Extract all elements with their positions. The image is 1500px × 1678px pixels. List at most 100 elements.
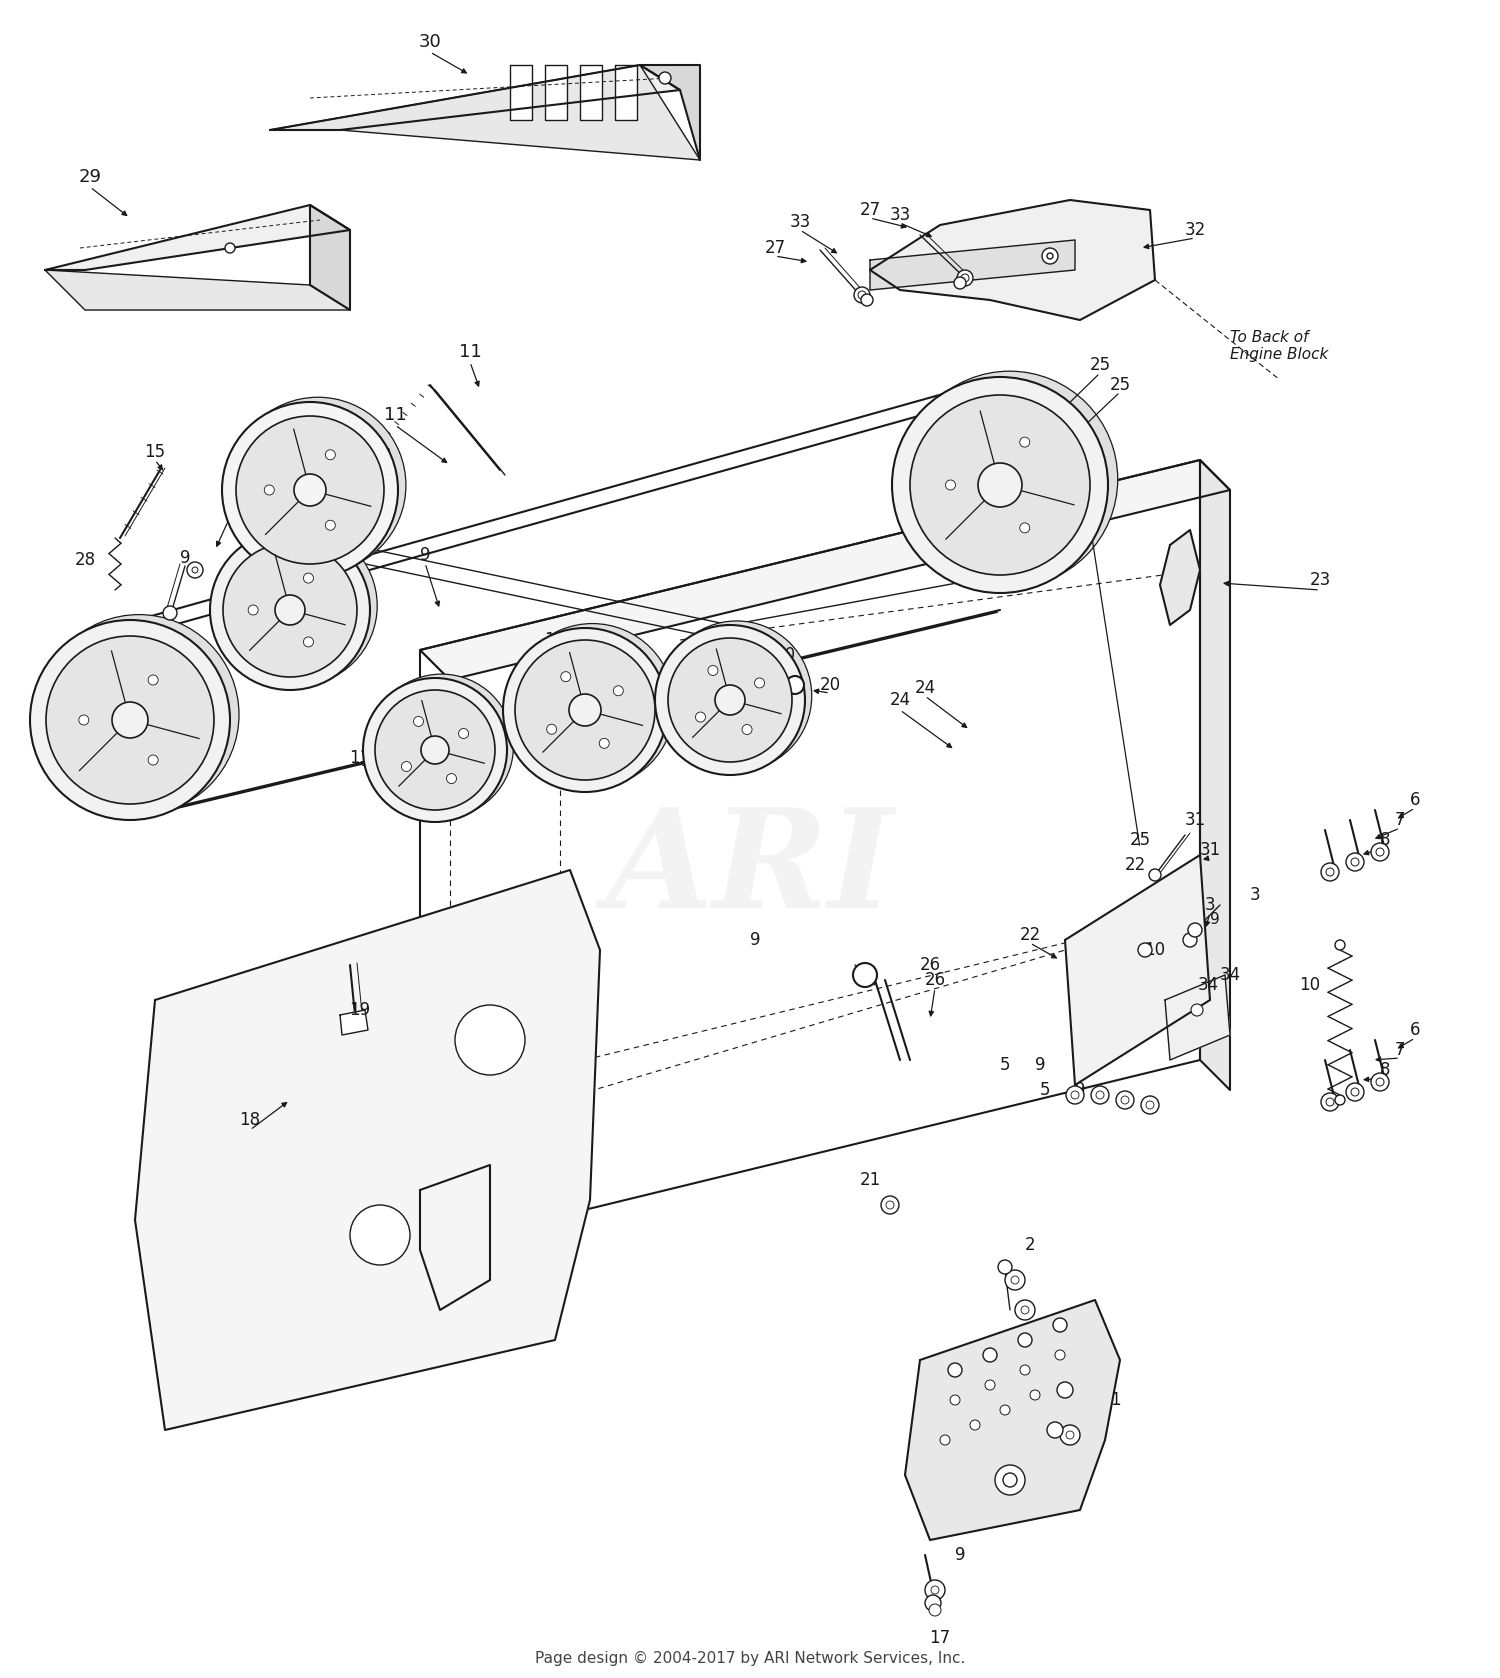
Circle shape — [350, 1205, 410, 1265]
Ellipse shape — [39, 614, 238, 814]
Circle shape — [1322, 1092, 1340, 1111]
Text: 12: 12 — [369, 446, 392, 465]
Text: 5: 5 — [1040, 1081, 1050, 1099]
Polygon shape — [45, 205, 350, 270]
Circle shape — [264, 485, 274, 495]
Text: 27: 27 — [859, 201, 880, 220]
Text: 16: 16 — [549, 661, 570, 680]
Circle shape — [303, 574, 313, 582]
Text: 20: 20 — [819, 676, 840, 695]
Circle shape — [192, 567, 198, 572]
Circle shape — [402, 762, 411, 772]
Circle shape — [148, 755, 158, 765]
Circle shape — [503, 628, 668, 792]
Circle shape — [1322, 862, 1340, 881]
Text: To Back of
Engine Block: To Back of Engine Block — [1230, 331, 1329, 362]
Circle shape — [994, 1465, 1024, 1495]
Circle shape — [970, 1420, 980, 1430]
Circle shape — [225, 243, 236, 253]
Circle shape — [932, 1586, 939, 1594]
Circle shape — [274, 596, 304, 624]
Polygon shape — [1065, 856, 1211, 1086]
Circle shape — [950, 1394, 960, 1404]
Circle shape — [1335, 940, 1346, 950]
Polygon shape — [1160, 530, 1200, 624]
Circle shape — [1146, 1101, 1154, 1109]
Circle shape — [986, 1379, 994, 1389]
Circle shape — [1058, 1383, 1072, 1398]
Polygon shape — [135, 869, 600, 1430]
Polygon shape — [544, 65, 567, 121]
Polygon shape — [904, 1300, 1120, 1540]
Text: 14: 14 — [225, 488, 246, 507]
Text: 25: 25 — [1110, 376, 1131, 394]
Ellipse shape — [902, 371, 1118, 587]
Circle shape — [1090, 1086, 1108, 1104]
Circle shape — [1004, 1473, 1017, 1487]
Circle shape — [598, 738, 609, 748]
Circle shape — [926, 1581, 945, 1601]
Circle shape — [422, 737, 448, 763]
Circle shape — [962, 274, 969, 282]
Circle shape — [656, 624, 806, 775]
Circle shape — [1022, 1305, 1029, 1314]
Circle shape — [940, 1435, 950, 1445]
Text: 11: 11 — [459, 342, 482, 361]
Circle shape — [1011, 1275, 1019, 1284]
Circle shape — [46, 636, 214, 804]
Text: 24: 24 — [915, 680, 936, 696]
Circle shape — [561, 671, 570, 681]
Circle shape — [1376, 847, 1384, 856]
Text: 7: 7 — [1395, 810, 1406, 829]
Text: 6: 6 — [1410, 1020, 1420, 1039]
Circle shape — [1142, 1096, 1160, 1114]
Text: 22: 22 — [1125, 856, 1146, 874]
Circle shape — [1371, 1072, 1389, 1091]
Circle shape — [614, 686, 624, 696]
Circle shape — [982, 1347, 998, 1363]
Text: 32: 32 — [1185, 221, 1206, 238]
Circle shape — [1352, 1087, 1359, 1096]
Circle shape — [30, 619, 230, 821]
Polygon shape — [510, 65, 532, 121]
Ellipse shape — [230, 398, 406, 574]
Circle shape — [1188, 923, 1202, 936]
Text: 9: 9 — [420, 545, 430, 564]
Circle shape — [998, 1260, 1012, 1274]
Circle shape — [1047, 253, 1053, 258]
Polygon shape — [1166, 975, 1230, 1060]
Ellipse shape — [662, 621, 812, 770]
Text: 10: 10 — [1299, 977, 1320, 993]
Circle shape — [80, 715, 88, 725]
Text: 29: 29 — [78, 168, 102, 186]
Text: ARI: ARI — [606, 804, 894, 936]
Circle shape — [294, 473, 326, 507]
Text: 16: 16 — [544, 631, 566, 649]
Circle shape — [1053, 1317, 1066, 1332]
Circle shape — [222, 403, 398, 577]
Circle shape — [786, 676, 804, 695]
Ellipse shape — [510, 624, 675, 787]
Circle shape — [447, 774, 456, 784]
Text: 12: 12 — [69, 780, 90, 799]
Text: 1: 1 — [1110, 1391, 1120, 1410]
Circle shape — [326, 520, 336, 530]
Circle shape — [546, 725, 556, 735]
Circle shape — [1000, 1404, 1010, 1415]
Circle shape — [708, 666, 718, 676]
Text: 31: 31 — [1200, 841, 1221, 859]
Circle shape — [1346, 1082, 1364, 1101]
Polygon shape — [1106, 920, 1140, 975]
Circle shape — [514, 639, 656, 780]
Circle shape — [886, 1201, 894, 1210]
Circle shape — [1335, 1096, 1346, 1106]
Circle shape — [1060, 1425, 1080, 1445]
Text: 34: 34 — [1220, 967, 1240, 983]
Circle shape — [858, 290, 865, 299]
Text: 9: 9 — [180, 549, 190, 567]
Text: 15: 15 — [144, 443, 165, 461]
Polygon shape — [640, 65, 700, 159]
Circle shape — [1326, 868, 1334, 876]
Circle shape — [1066, 1086, 1084, 1104]
Circle shape — [1138, 943, 1152, 956]
